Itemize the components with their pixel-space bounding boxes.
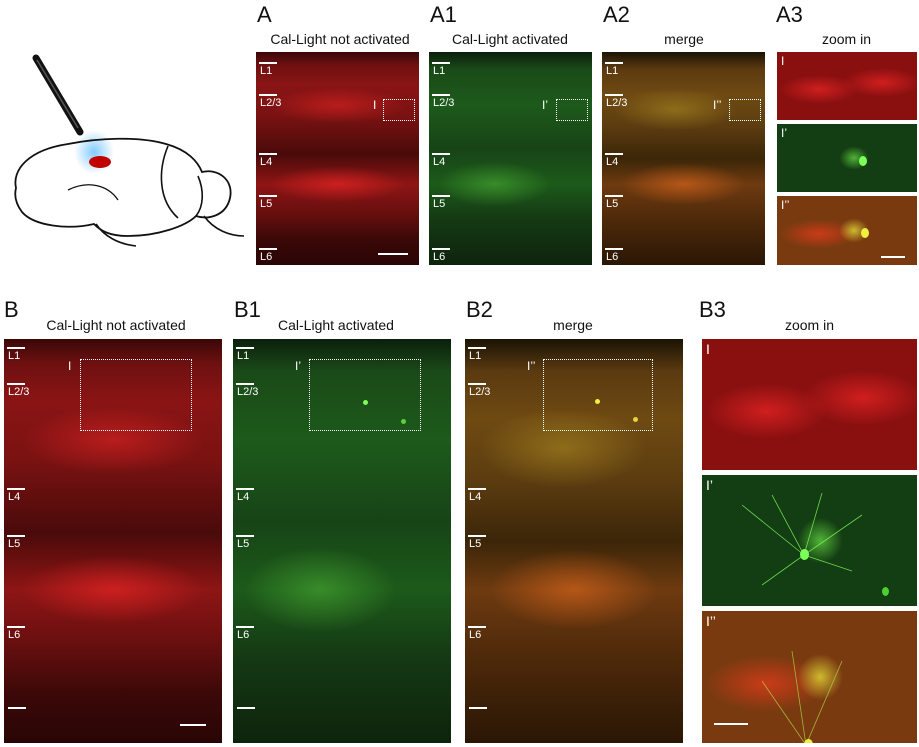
layer-l23: L2/3: [431, 94, 455, 109]
panel-title-b2: merge: [553, 317, 593, 333]
scale-bar: [714, 723, 748, 725]
zoom-label: I’: [781, 126, 787, 140]
panel-letter-b1: B1: [234, 297, 261, 322]
labeled-neuron: [363, 400, 368, 405]
layer-l6: L6: [6, 626, 26, 641]
layer-l23: L2/3: [235, 383, 259, 398]
zoom-panel-a3-red: I: [777, 52, 917, 120]
panel-title-b3: zoom in: [784, 317, 835, 333]
layer-l23: L2/3: [604, 94, 628, 109]
layer-l5: L5: [467, 535, 487, 550]
layer-l4: L4: [258, 153, 278, 168]
labeled-neuron: [800, 549, 809, 560]
layer-l6: L6: [235, 626, 255, 641]
panel-title-a3: zoom in: [821, 31, 872, 47]
zoom-label: I: [706, 341, 710, 357]
zoom-panel-a3-green: I’: [777, 124, 917, 192]
mouse-brain-schematic: [14, 54, 245, 247]
panel-title-a2: merge: [664, 31, 704, 47]
layer-boundary: [8, 707, 26, 709]
layer-l5: L5: [431, 195, 451, 210]
panel-letter-a: A: [257, 2, 272, 27]
layer-l1: L1: [6, 347, 26, 362]
labeled-neuron: [595, 399, 600, 404]
neuron-dendrites: [761, 650, 843, 743]
roi-label: I: [373, 98, 377, 112]
zoom-label: I’: [706, 477, 713, 493]
panel-title-b: Cal-Light not activated: [46, 317, 186, 333]
zoom-label: I’’: [781, 198, 790, 212]
panel-letter-b: B: [4, 297, 19, 322]
labeled-neuron: [804, 739, 813, 743]
scale-bar: [180, 724, 206, 726]
panel-letter-b2: B2: [466, 297, 493, 322]
labeled-neuron: [861, 228, 869, 238]
roi-box: [729, 99, 761, 121]
image-panel-b2: L1 L2/3 L4 L5 L6 I’’: [465, 339, 683, 743]
roi-label: I’: [542, 98, 548, 112]
image-panel-b1: L1 L2/3 L4 L5 L6 I’: [233, 339, 451, 743]
labeled-neuron: [401, 419, 406, 424]
labeled-neuron: [859, 156, 867, 166]
roi-label: I’: [295, 359, 301, 373]
image-panel-a2: L1 L2/3 L4 L5 L6 I’’: [602, 52, 765, 265]
roi-box: [543, 359, 653, 431]
image-panel-b: L1 L2/3 L4 L5 L6 I: [4, 339, 222, 743]
layer-l23: L2/3: [258, 94, 282, 109]
panel-title-a1: Cal-Light activated: [452, 31, 568, 47]
layer-l4: L4: [431, 153, 451, 168]
layer-l1: L1: [431, 62, 451, 77]
roi-box: [80, 359, 192, 431]
neuron-dendrites: [741, 492, 863, 586]
labeled-neuron: [633, 417, 638, 422]
image-panel-a: L1 L2/3 L4 L5 L6 I: [256, 52, 419, 265]
roi-box: [309, 359, 421, 431]
zoom-panel-b3-red: I: [702, 339, 917, 470]
panel-title-a: Cal-Light not activated: [270, 31, 410, 47]
layer-l1: L1: [258, 62, 278, 77]
labeled-neuron: [882, 587, 889, 596]
layer-l5: L5: [235, 535, 255, 550]
layer-l6: L6: [431, 248, 451, 263]
panel-letter-a1: A1: [430, 2, 457, 27]
roi-label: I’’: [713, 98, 722, 112]
roi-label: I’’: [527, 359, 536, 373]
light-cone: [74, 130, 114, 174]
layer-l1: L1: [235, 347, 255, 362]
layer-l5: L5: [6, 535, 26, 550]
panel-title-b1: Cal-Light activated: [278, 317, 394, 333]
zoom-panel-a3-merge: I’’: [777, 196, 917, 265]
layer-boundary: [469, 707, 487, 709]
injection-site: [89, 156, 111, 168]
layer-l6: L6: [258, 248, 278, 263]
panel-letter-a2: A2: [603, 2, 630, 27]
layer-boundary: [237, 707, 255, 709]
layer-l4: L4: [467, 488, 487, 503]
zoom-label: I’’: [706, 613, 716, 629]
image-panel-a1: L1 L2/3 L4 L5 L6 I’: [429, 52, 592, 265]
layer-l1: L1: [467, 347, 487, 362]
zoom-panel-b3-green: I’: [702, 475, 917, 606]
layer-l23: L2/3: [467, 383, 491, 398]
scale-bar: [378, 253, 408, 255]
zoom-label: I: [781, 54, 785, 68]
roi-box: [556, 99, 588, 121]
layer-l23: L2/3: [6, 383, 30, 398]
panel-letter-a3: A3: [776, 2, 803, 27]
scale-bar: [881, 256, 905, 258]
zoom-panel-b3-merge: I’’: [702, 611, 917, 743]
layer-l5: L5: [258, 195, 278, 210]
layer-l1: L1: [604, 62, 624, 77]
layer-l4: L4: [604, 153, 624, 168]
roi-label: I: [68, 359, 72, 373]
brain-outline: [14, 137, 232, 237]
layer-l4: L4: [235, 488, 255, 503]
layer-l4: L4: [6, 488, 26, 503]
layer-l6: L6: [467, 626, 487, 641]
roi-box: [383, 99, 415, 121]
panel-letter-b3: B3: [699, 297, 726, 322]
layer-l5: L5: [604, 195, 624, 210]
layer-l6: L6: [604, 248, 624, 263]
